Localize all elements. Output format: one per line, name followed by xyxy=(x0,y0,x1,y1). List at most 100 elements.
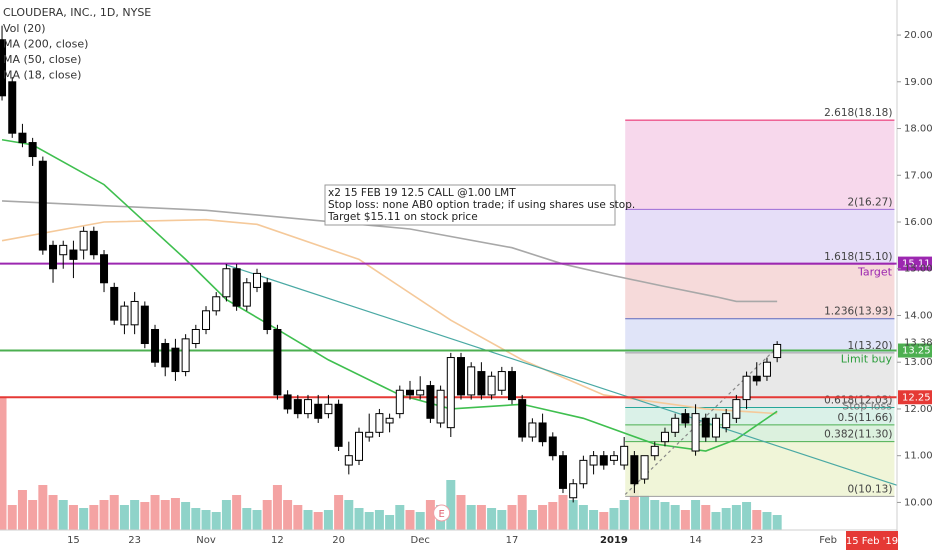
volume-bar xyxy=(0,398,7,530)
volume-bar xyxy=(293,505,303,530)
legend-entry: Vol (20) xyxy=(3,22,46,35)
volume-bar xyxy=(89,505,99,530)
candle-body xyxy=(446,357,455,429)
price-axis xyxy=(897,0,932,550)
volume-bar xyxy=(58,500,68,530)
volume-bar xyxy=(262,500,272,530)
candle-body xyxy=(773,343,782,359)
y-tick-label: 13.00 xyxy=(904,357,932,368)
volume-bar xyxy=(17,490,27,530)
candle-body xyxy=(487,375,496,396)
candle-body xyxy=(569,483,578,499)
candle-body xyxy=(620,445,629,466)
candle-body xyxy=(334,403,343,447)
candle-body xyxy=(650,445,659,457)
annotation-text: x2 15 FEB 19 12.5 CALL @1.00 LMT xyxy=(328,187,516,199)
last-price-label: 13.38 xyxy=(904,337,932,348)
price-tag-label: 15.11 xyxy=(902,259,931,270)
fib-label: 1.618(15.10) xyxy=(824,251,892,263)
volume-bar xyxy=(252,510,262,530)
earnings-marker xyxy=(433,504,451,522)
candle-body xyxy=(191,328,200,345)
candle-body xyxy=(120,305,129,326)
volume-bar xyxy=(456,495,466,530)
candle-body xyxy=(89,230,98,256)
trendline xyxy=(225,263,897,486)
fib-label: 2.618(18.18) xyxy=(824,107,892,119)
x-tick-label: 23 xyxy=(128,535,141,546)
volume-bar xyxy=(395,505,405,530)
volume-bar xyxy=(752,510,762,530)
candle-body xyxy=(69,249,78,260)
y-tick-label: 10.00 xyxy=(904,497,932,508)
candle-body xyxy=(100,254,109,284)
annotation-text: Stop loss: none AB0 option trade; if usi… xyxy=(328,199,635,211)
candle-body xyxy=(253,272,262,288)
volume-bar xyxy=(599,512,609,530)
volume-bar xyxy=(721,508,731,530)
candle-body xyxy=(344,455,353,466)
volume-bar xyxy=(191,508,201,530)
volume-bar xyxy=(354,508,364,530)
candle-body xyxy=(497,371,506,391)
volume-bar xyxy=(334,495,344,530)
y-tick-label: 19.00 xyxy=(904,77,932,88)
volume-bar xyxy=(232,495,242,530)
candle-body xyxy=(395,389,404,415)
volume-bar xyxy=(109,495,119,530)
candle-body xyxy=(405,389,414,396)
candle-body xyxy=(732,399,741,419)
legend-entry: MA (50, close) xyxy=(3,53,81,66)
candle-body xyxy=(609,455,618,461)
volume-bar xyxy=(487,508,497,530)
volume-bar xyxy=(548,502,558,530)
volume-bar xyxy=(201,510,211,530)
candle-body xyxy=(579,459,588,485)
candle-body xyxy=(548,436,557,457)
fib-label: 1(13.20) xyxy=(848,340,893,352)
volume-bar xyxy=(466,505,476,530)
volume-bar xyxy=(68,505,78,530)
fib-band xyxy=(625,318,895,353)
volume-bar xyxy=(170,498,180,530)
volume-bar xyxy=(578,505,588,530)
candle-body xyxy=(538,422,547,443)
x-tick-label: Dec xyxy=(411,535,430,546)
volume-bar xyxy=(99,500,109,530)
fib-band xyxy=(625,209,895,265)
fib-band xyxy=(625,264,895,319)
volume-bar xyxy=(385,515,395,530)
x-tick-label: Feb xyxy=(819,535,837,546)
volume-bar xyxy=(476,505,486,530)
x-tick-label: 2019 xyxy=(600,535,628,546)
candle-body xyxy=(711,417,720,438)
x-tick-label: 23 xyxy=(750,535,763,546)
annotation-box xyxy=(324,184,616,226)
volume-bar xyxy=(691,500,701,530)
price-tag xyxy=(898,256,932,271)
volume-bar xyxy=(609,508,619,530)
volume-bar xyxy=(742,502,752,530)
candle-body xyxy=(161,343,170,368)
candle-body xyxy=(681,413,690,424)
volume-bar xyxy=(558,495,568,530)
candle-body xyxy=(528,422,537,438)
date-marker-label: 15 Feb '19 xyxy=(846,536,898,547)
y-tick-label: 11.00 xyxy=(904,451,932,462)
volume-bar xyxy=(160,500,170,530)
date-marker xyxy=(846,531,899,550)
candle-body xyxy=(671,417,680,433)
volume-bar xyxy=(670,505,680,530)
candle-body xyxy=(222,268,231,298)
annotation-text: Target $15.11 on stock price xyxy=(327,211,478,223)
volume-bar xyxy=(731,505,741,530)
volume-bar xyxy=(303,510,313,530)
chart-title: CLOUDERA, INC., 1D, NYSE xyxy=(3,6,151,19)
candle-body xyxy=(242,282,251,307)
candle-body xyxy=(28,142,37,158)
candle-body xyxy=(416,389,425,396)
volume-bar xyxy=(181,502,191,530)
candle-body xyxy=(589,455,598,466)
plot-area: 0(10.13)0.382(11.30)0.5(11.66)0.618(12.0… xyxy=(0,25,897,530)
candle-body xyxy=(752,375,761,382)
